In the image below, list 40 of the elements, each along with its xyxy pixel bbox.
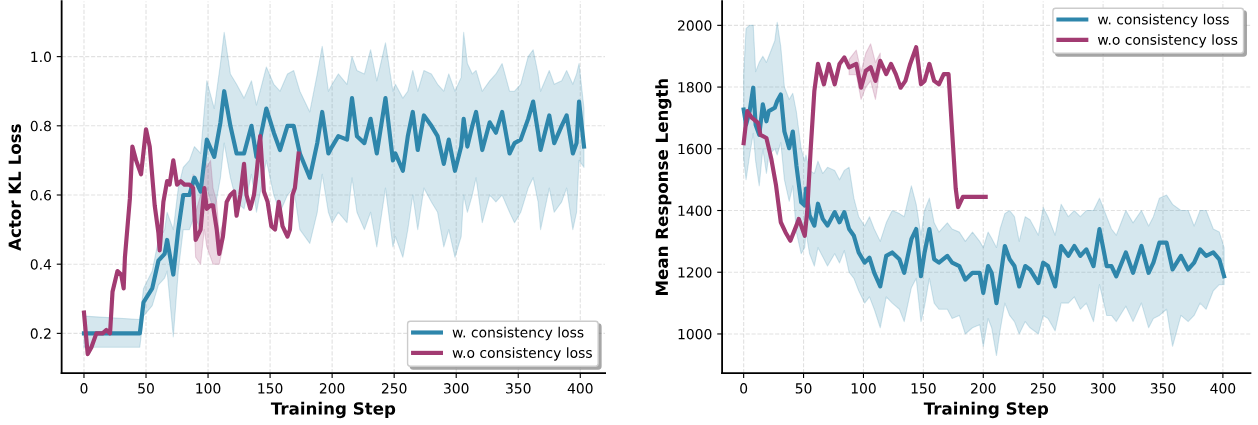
x-tick-label: 250 <box>1030 383 1056 394</box>
x-axis-title: Training Step <box>270 401 396 419</box>
x-tick-label: 0 <box>740 383 748 394</box>
legend-label: w.o consistency loss <box>1097 34 1238 48</box>
x-tick-label: 350 <box>506 383 531 394</box>
y-tick-label: 0.4 <box>30 259 52 270</box>
legend-label: w. consistency loss <box>452 326 584 341</box>
y-tick-label: 2000 <box>678 20 712 31</box>
y-tick-label: 0.2 <box>30 328 51 339</box>
y-tick-label: 0.6 <box>30 189 52 201</box>
line-series <box>741 45 988 243</box>
x-tick-label: 300 <box>1090 383 1116 394</box>
y-tick-label: 0.8 <box>30 120 51 132</box>
y-tick-label: 1.0 <box>31 51 51 63</box>
x-tick-label: 250 <box>381 383 407 394</box>
x-tick-label: 100 <box>196 383 221 394</box>
x-tick-label: 0 <box>80 383 88 394</box>
x-tick-label: 50 <box>138 383 154 394</box>
x-tick-label: 100 <box>851 383 876 394</box>
x-tick-label: 150 <box>258 383 283 394</box>
x-tick-label: 50 <box>795 383 812 394</box>
y-tick-label: 1200 <box>678 267 712 278</box>
line-series <box>741 85 1227 306</box>
legend-label: w.o consistency loss <box>452 347 592 361</box>
x-axis-title: Training Step <box>923 401 1049 419</box>
y-tick-label: 1400 <box>678 205 712 216</box>
y-tick-label: 1600 <box>678 143 712 155</box>
legend-label: w. consistency loss <box>1097 13 1229 28</box>
x-tick-label: 400 <box>1210 383 1236 394</box>
x-tick-label: 200 <box>319 383 345 394</box>
y-axis-title: Mean Response Length <box>655 79 672 296</box>
line-series <box>81 127 301 357</box>
y-tick-label: 1000 <box>678 328 712 340</box>
y-tick-label: 1800 <box>678 82 712 93</box>
x-tick-label: 350 <box>1150 383 1176 394</box>
x-tick-label: 300 <box>444 383 469 394</box>
x-tick-label: 150 <box>911 383 936 394</box>
y-axis-title: Actor KL Loss <box>8 124 22 251</box>
x-tick-label: 200 <box>971 383 996 394</box>
x-tick-label: 400 <box>567 383 593 394</box>
